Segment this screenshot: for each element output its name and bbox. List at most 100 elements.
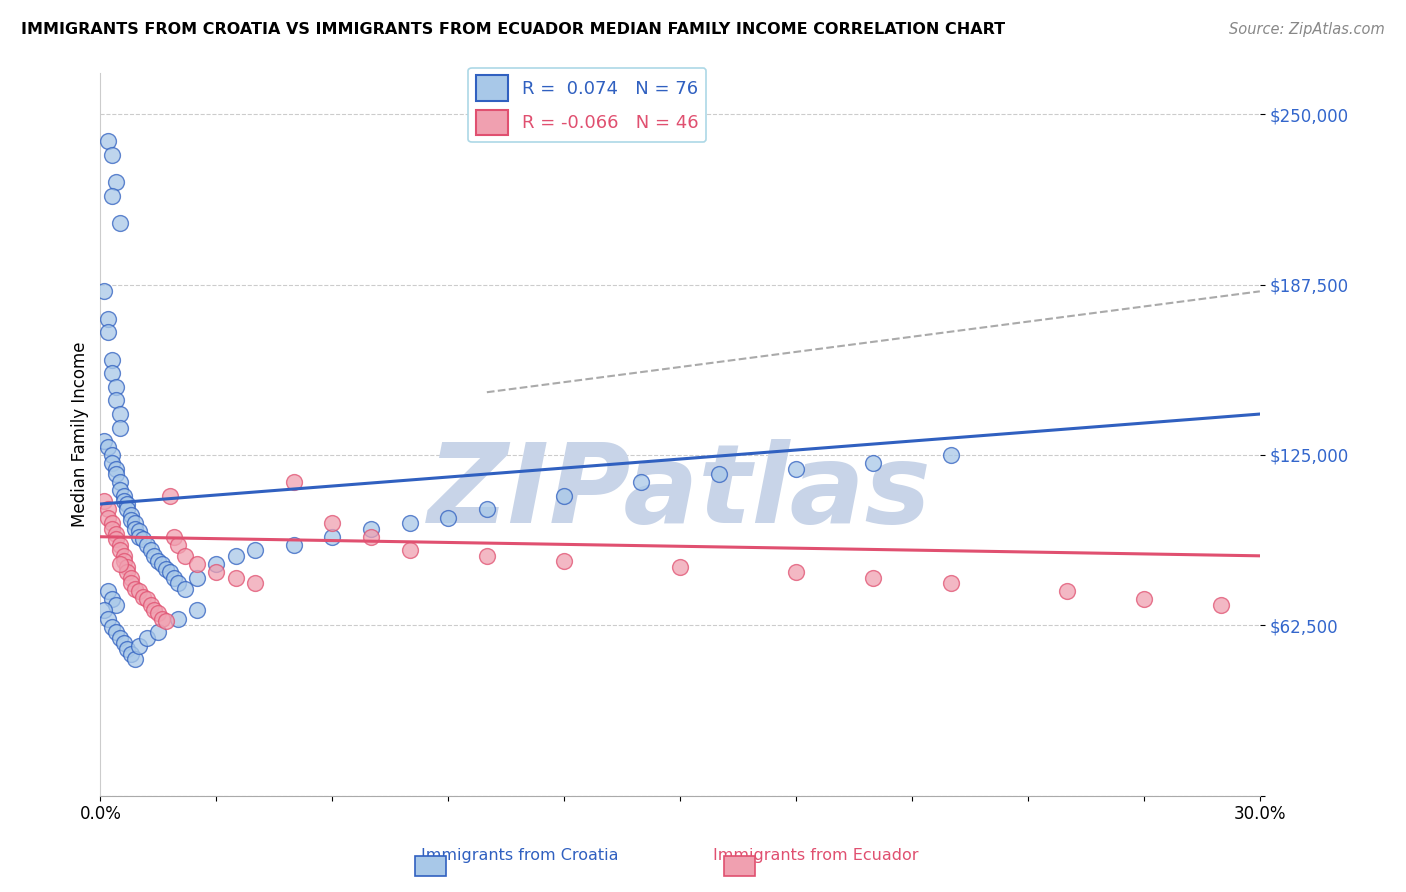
- Point: [104, 598, 127, 612]
- Point: [553, 489, 575, 503]
- Point: [186, 557, 208, 571]
- Point: [135, 592, 157, 607]
- Point: [108, 631, 131, 645]
- Point: [166, 538, 188, 552]
- Point: [120, 576, 142, 591]
- Point: [166, 611, 188, 625]
- Point: [124, 522, 146, 536]
- Point: [101, 516, 124, 530]
- Point: [97, 584, 120, 599]
- Point: [97, 510, 120, 524]
- Point: [163, 571, 186, 585]
- Point: [124, 652, 146, 666]
- Point: [1133, 592, 1156, 607]
- Point: [97, 611, 120, 625]
- Point: [128, 524, 150, 539]
- Point: [112, 494, 135, 508]
- Point: [93, 434, 115, 449]
- Point: [155, 562, 177, 576]
- Point: [108, 475, 131, 490]
- Point: [128, 639, 150, 653]
- Point: [97, 325, 120, 339]
- Point: [93, 285, 115, 299]
- Y-axis label: Median Family Income: Median Family Income: [72, 342, 89, 527]
- Point: [112, 549, 135, 563]
- Point: [120, 508, 142, 522]
- Point: [128, 530, 150, 544]
- Point: [104, 625, 127, 640]
- Point: [101, 620, 124, 634]
- Point: [205, 557, 228, 571]
- Point: [101, 522, 124, 536]
- Point: [104, 533, 127, 547]
- Point: [148, 606, 170, 620]
- Point: [1056, 584, 1078, 599]
- Point: [225, 571, 247, 585]
- Point: [108, 407, 131, 421]
- Point: [360, 522, 382, 536]
- Point: [862, 456, 884, 470]
- Text: Source: ZipAtlas.com: Source: ZipAtlas.com: [1229, 22, 1385, 37]
- Point: [785, 565, 807, 579]
- Text: Immigrants from Croatia: Immigrants from Croatia: [422, 848, 619, 863]
- Point: [97, 440, 120, 454]
- Point: [155, 614, 177, 628]
- Point: [785, 461, 807, 475]
- Point: [93, 494, 115, 508]
- Point: [135, 538, 157, 552]
- Point: [132, 533, 155, 547]
- Point: [101, 189, 124, 203]
- Point: [93, 603, 115, 617]
- Point: [143, 549, 166, 563]
- Text: Immigrants from Ecuador: Immigrants from Ecuador: [713, 848, 918, 863]
- Point: [101, 352, 124, 367]
- Point: [104, 527, 127, 541]
- Point: [108, 483, 131, 498]
- Point: [132, 590, 155, 604]
- Point: [437, 510, 460, 524]
- Point: [630, 475, 652, 490]
- Point: [135, 631, 157, 645]
- Point: [108, 557, 131, 571]
- Point: [148, 625, 170, 640]
- Point: [108, 543, 131, 558]
- Point: [283, 475, 305, 490]
- Point: [398, 516, 420, 530]
- Point: [120, 647, 142, 661]
- Text: ZIPatlas: ZIPatlas: [429, 439, 932, 546]
- Point: [243, 576, 266, 591]
- Point: [139, 598, 162, 612]
- Point: [124, 582, 146, 596]
- Point: [186, 571, 208, 585]
- Point: [163, 530, 186, 544]
- Point: [104, 175, 127, 189]
- Point: [283, 538, 305, 552]
- Point: [148, 554, 170, 568]
- Point: [104, 393, 127, 408]
- Point: [159, 489, 181, 503]
- Point: [117, 641, 139, 656]
- Point: [101, 366, 124, 380]
- Point: [101, 148, 124, 162]
- Point: [112, 489, 135, 503]
- Point: [669, 559, 692, 574]
- Point: [939, 576, 962, 591]
- Point: [112, 636, 135, 650]
- Point: [104, 467, 127, 481]
- Point: [939, 448, 962, 462]
- Point: [186, 603, 208, 617]
- Point: [166, 576, 188, 591]
- Point: [143, 603, 166, 617]
- Point: [101, 448, 124, 462]
- Point: [128, 584, 150, 599]
- Point: [97, 135, 120, 149]
- Point: [174, 582, 197, 596]
- Point: [117, 565, 139, 579]
- Point: [321, 530, 343, 544]
- Point: [101, 456, 124, 470]
- Point: [150, 611, 173, 625]
- Point: [862, 571, 884, 585]
- Point: [139, 543, 162, 558]
- Point: [321, 516, 343, 530]
- Point: [475, 502, 498, 516]
